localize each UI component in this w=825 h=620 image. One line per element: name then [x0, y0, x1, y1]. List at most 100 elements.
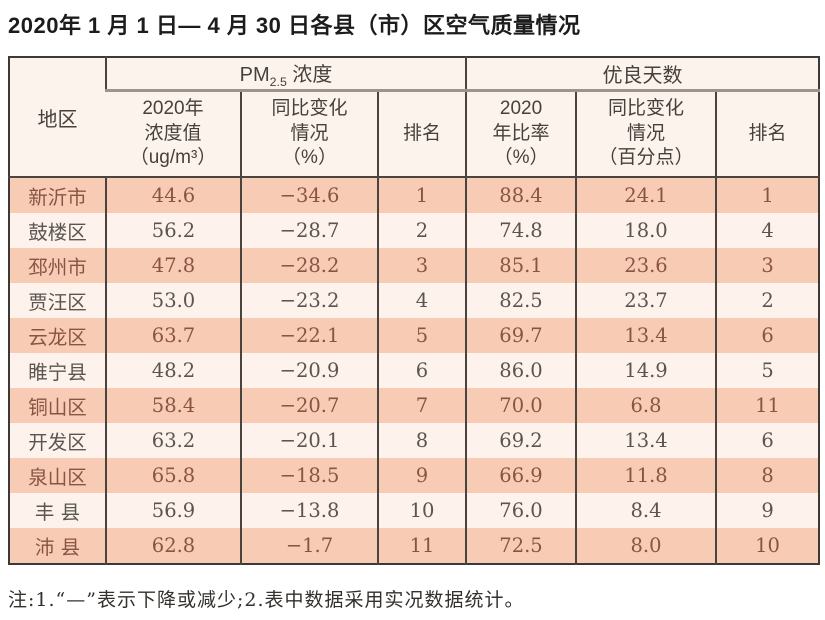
good-change-cell: 14.9 [575, 353, 717, 388]
pm-rank-cell: 6 [376, 353, 467, 388]
good-rate-cell: 69.7 [465, 318, 577, 353]
pm-change-cell: −18.5 [240, 458, 378, 493]
table-row: 铜山区 58.4 −20.7 7 70.0 6.8 11 [9, 388, 820, 423]
pm-value-cell: 53.0 [105, 283, 241, 318]
pm-change-cell: −22.1 [240, 318, 378, 353]
col-header-good-rate: 2020 年比率 （%） [465, 90, 577, 178]
region-cell: 铜山区 [28, 396, 87, 419]
good-rank-cell: 5 [715, 353, 820, 388]
pm-rank-cell: 10 [376, 493, 467, 528]
col-header-pm-change: 同比变化 情况 （%） [240, 90, 378, 178]
good-change-cell: 13.4 [575, 318, 717, 353]
pm-rank-cell: 5 [376, 318, 467, 353]
good-change-cell: 8.0 [575, 528, 717, 564]
table-row: 邳州市 47.8 −28.2 3 85.1 23.6 3 [9, 248, 820, 283]
pm-label-suffix: 浓度 [286, 64, 333, 86]
good-rank-cell: 6 [715, 423, 820, 458]
footnote: 注:1.“—”表示下降或减少;2.表中数据采用实况数据统计。 [8, 589, 525, 611]
table-row: 睢宁县 48.2 −20.9 6 86.0 14.9 5 [9, 353, 820, 388]
pm-value-cell: 56.2 [105, 213, 241, 248]
table-row: 鼓楼区 56.2 −28.7 2 74.8 18.0 4 [9, 213, 820, 248]
col-header-region: 地区 [9, 57, 106, 178]
pm-value-cell: 63.2 [105, 423, 241, 458]
good-rank-cell: 1 [715, 177, 820, 213]
good-rank-cell: 6 [715, 318, 820, 353]
region-cell: 贾汪区 [28, 291, 87, 314]
good-rank-cell: 2 [715, 283, 820, 318]
table-row: 沛 县 62.8 −1.7 11 72.5 8.0 10 [9, 528, 820, 564]
pm-value-cell: 65.8 [105, 458, 241, 493]
good-change-cell: 13.4 [575, 423, 717, 458]
good-rate-cell: 82.5 [465, 283, 577, 318]
good-rate-cell: 69.2 [465, 423, 577, 458]
air-quality-table: 地区 PM2.5 浓度 优良天数 2020年 浓度值 （ug/m³） 同比变化 … [8, 56, 821, 565]
pm-rank-cell: 8 [376, 423, 467, 458]
pm-rank-cell: 4 [376, 283, 467, 318]
region-cell: 云龙区 [28, 326, 87, 349]
good-change-cell: 23.7 [575, 283, 717, 318]
region-cell: 邳州市 [28, 256, 87, 279]
pm-change-cell: −20.7 [240, 388, 378, 423]
table-row: 开发区 63.2 −20.1 8 69.2 13.4 6 [9, 423, 820, 458]
good-rank-cell: 11 [715, 388, 820, 423]
good-rate-cell: 72.5 [465, 528, 577, 564]
table-row: 丰 县 56.9 −13.8 10 76.0 8.4 9 [9, 493, 820, 528]
pm-label-subscript: 2.5 [269, 75, 287, 89]
col-group-pm25: PM2.5 浓度 [104, 57, 467, 92]
pm-change-cell: −34.6 [240, 177, 378, 213]
pm-rank-cell: 7 [376, 388, 467, 423]
region-cell: 泉山区 [28, 466, 87, 489]
pm-value-cell: 48.2 [105, 353, 241, 388]
good-rate-cell: 88.4 [465, 177, 577, 213]
region-cell: 丰 县 [34, 501, 81, 524]
col-header-good-change: 同比变化 情况 （百分点） [575, 90, 717, 178]
pm-rank-cell: 2 [376, 213, 467, 248]
good-rate-cell: 66.9 [465, 458, 577, 493]
pm-value-cell: 47.8 [105, 248, 241, 283]
col-header-pm-rank: 排名 [376, 90, 467, 178]
table-row: 新沂市 44.6 −34.6 1 88.4 24.1 1 [9, 177, 820, 213]
page-title: 2020年 1 月 1 日— 4 月 30 日各县（市）区空气质量情况 [8, 13, 581, 38]
col-header-pm-value: 2020年 浓度值 （ug/m³） [106, 90, 241, 178]
region-cell: 鼓楼区 [28, 221, 87, 244]
pm-value-cell: 56.9 [105, 493, 241, 528]
good-rate-cell: 86.0 [465, 353, 577, 388]
good-rank-cell: 10 [715, 528, 820, 564]
good-change-cell: 6.8 [575, 388, 717, 423]
pm-rank-cell: 11 [376, 528, 467, 564]
pm-change-cell: −23.2 [240, 283, 378, 318]
good-rate-cell: 74.8 [465, 213, 577, 248]
table-header: 地区 PM2.5 浓度 优良天数 2020年 浓度值 （ug/m³） 同比变化 … [9, 57, 820, 178]
good-rate-cell: 76.0 [465, 493, 577, 528]
good-change-cell: 24.1 [575, 177, 717, 213]
pm-change-cell: −28.7 [240, 213, 378, 248]
pm-value-cell: 62.8 [105, 528, 241, 564]
table-row: 泉山区 65.8 −18.5 9 66.9 11.8 8 [9, 458, 820, 493]
sub-header-row: 2020年 浓度值 （ug/m³） 同比变化 情况 （%） 排名 2020 年比… [9, 90, 820, 178]
table-body: 新沂市 44.6 −34.6 1 88.4 24.1 1 鼓楼区 56.2 −2… [9, 177, 820, 564]
region-cell: 睢宁县 [28, 361, 87, 384]
pm-change-cell: −28.2 [240, 248, 378, 283]
pm-change-cell: −13.8 [240, 493, 378, 528]
pm-change-cell: −20.1 [240, 423, 378, 458]
pm-value-cell: 63.7 [105, 318, 241, 353]
pm-rank-cell: 9 [376, 458, 467, 493]
good-rank-cell: 3 [715, 248, 820, 283]
col-group-good-days: 优良天数 [465, 57, 820, 92]
pm-value-cell: 58.4 [105, 388, 241, 423]
pm-value-cell: 44.6 [105, 177, 241, 213]
table-row: 云龙区 63.7 −22.1 5 69.7 13.4 6 [9, 318, 820, 353]
pm-change-cell: −1.7 [240, 528, 378, 564]
good-change-cell: 18.0 [575, 213, 717, 248]
good-change-cell: 23.6 [575, 248, 717, 283]
group-header-row: 地区 PM2.5 浓度 优良天数 [9, 57, 820, 178]
region-cell: 开发区 [28, 431, 87, 454]
region-cell: 沛 县 [34, 536, 81, 559]
good-change-cell: 11.8 [575, 458, 717, 493]
pm-rank-cell: 1 [376, 177, 467, 213]
good-rate-cell: 70.0 [465, 388, 577, 423]
pm-change-cell: −20.9 [240, 353, 378, 388]
col-header-good-rank: 排名 [715, 90, 820, 178]
region-cell: 新沂市 [28, 186, 87, 209]
good-rank-cell: 4 [715, 213, 820, 248]
